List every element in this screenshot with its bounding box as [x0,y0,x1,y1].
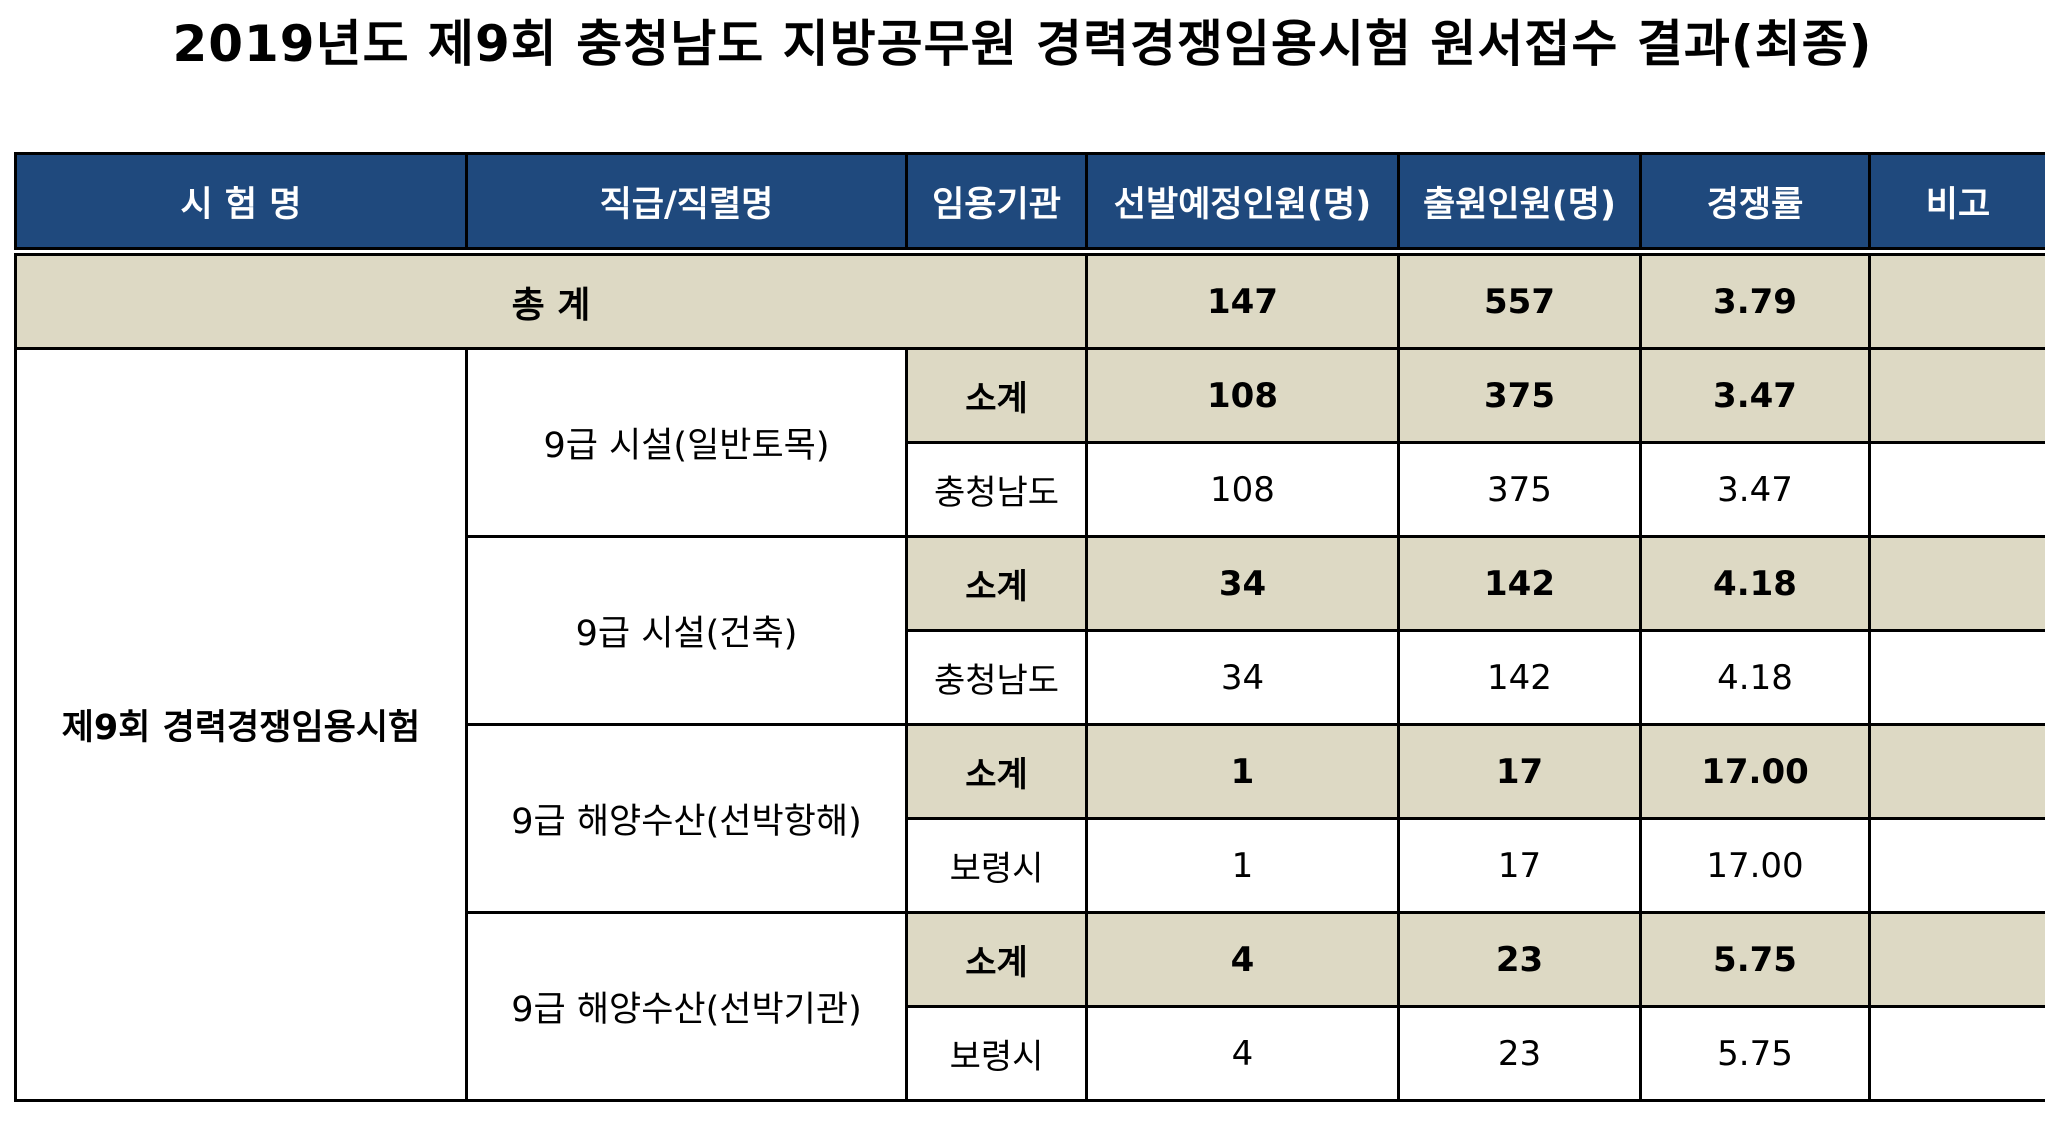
total-note [1868,250,2045,350]
note-cell [1868,1005,2045,1102]
total-planned: 147 [1085,250,1400,350]
subtotal-applicants: 375 [1397,347,1642,444]
rate-cell: 17.00 [1639,817,1871,914]
subtotal-rate: 4.18 [1639,535,1871,632]
subtotal-planned: 4 [1085,911,1400,1008]
page-title: 2019년도 제9회 충청남도 지방공무원 경력경쟁임용시험 원서접수 결과(최… [172,15,1873,73]
applicants-cell: 375 [1397,441,1642,538]
planned-cell: 4 [1085,1005,1400,1102]
grade-cell: 9급 시설(일반토목) [465,347,908,538]
rate-cell: 3.47 [1639,441,1871,538]
subtotal-rate: 3.47 [1639,347,1871,444]
subtotal-planned: 108 [1085,347,1400,444]
subtotal-applicants: 23 [1397,911,1642,1008]
table-row: 충청남도 108 375 3.47 [16,441,2045,538]
applicants-cell: 23 [1397,1005,1642,1102]
planned-cell: 1 [1085,817,1400,914]
agency-cell: 보령시 [905,1005,1088,1102]
table-row: 제9회 경력경쟁임용시험 9급 시설(일반토목) 소계 108 375 3.47 [14,347,2045,1102]
exam-name-cell: 제9회 경력경쟁임용시험 [14,347,468,1102]
note-cell [1868,629,2045,726]
planned-cell: 108 [1085,441,1400,538]
table-row: 9급 해양수산(선박항해) 소계 1 17 17.00 [16,723,2045,914]
total-label: 총 계 [14,250,1088,350]
subtotal-note [1868,347,2045,444]
total-row: 총 계 147 557 3.79 [14,250,2045,350]
grade-cell: 9급 해양수산(선박기관) [465,911,908,1102]
table-row: 충청남도 34 142 4.18 [16,629,2045,726]
total-applicants: 557 [1397,250,1642,350]
table-row: 보령시 4 23 5.75 [16,1005,2045,1102]
header-row: 시 험 명 직급/직렬명 임용기관 선발예정인원(명) 출원인원(명) 경쟁률 … [14,152,2045,256]
header-rate: 경쟁률 [1639,152,1871,256]
header-agency: 임용기관 [905,152,1088,256]
subtotal-note [1868,535,2045,632]
subtotal-note [1868,911,2045,1008]
header-grade: 직급/직렬명 [465,152,908,256]
agency-cell: 보령시 [905,817,1088,914]
note-cell [1868,817,2045,914]
results-table-container: 시 험 명 직급/직렬명 임용기관 선발예정인원(명) 출원인원(명) 경쟁률 … [14,152,2045,1102]
subtotal-label: 소계 [905,535,1088,632]
subtotal-planned: 34 [1085,535,1400,632]
subtotal-label: 소계 [905,723,1088,820]
subtotal-note [1868,723,2045,820]
grade-cell: 9급 해양수산(선박항해) [465,723,908,914]
subtotal-applicants: 142 [1397,535,1642,632]
header-note: 비고 [1868,152,2045,256]
subtotal-label: 소계 [905,911,1088,1008]
agency-cell: 충청남도 [905,441,1088,538]
header-exam: 시 험 명 [14,152,468,256]
subtotal-applicants: 17 [1397,723,1642,820]
table-row: 보령시 1 17 17.00 [16,817,2045,914]
subtotal-rate: 17.00 [1639,723,1871,820]
header-applicants: 출원인원(명) [1397,152,1642,256]
results-table: 시 험 명 직급/직렬명 임용기관 선발예정인원(명) 출원인원(명) 경쟁률 … [14,152,2045,1102]
grade-cell: 9급 시설(건축) [465,535,908,726]
total-rate: 3.79 [1639,250,1871,350]
rate-cell: 4.18 [1639,629,1871,726]
subtotal-label: 소계 [905,347,1088,444]
applicants-cell: 17 [1397,817,1642,914]
rate-cell: 5.75 [1639,1005,1871,1102]
agency-cell: 충청남도 [905,629,1088,726]
applicants-cell: 142 [1397,629,1642,726]
header-planned: 선발예정인원(명) [1085,152,1400,256]
subtotal-rate: 5.75 [1639,911,1871,1008]
note-cell [1868,441,2045,538]
table-row: 9급 해양수산(선박기관) 소계 4 23 5.75 [16,911,2045,1102]
subtotal-planned: 1 [1085,723,1400,820]
planned-cell: 34 [1085,629,1400,726]
table-row: 9급 시설(건축) 소계 34 142 4.18 [16,535,2045,726]
